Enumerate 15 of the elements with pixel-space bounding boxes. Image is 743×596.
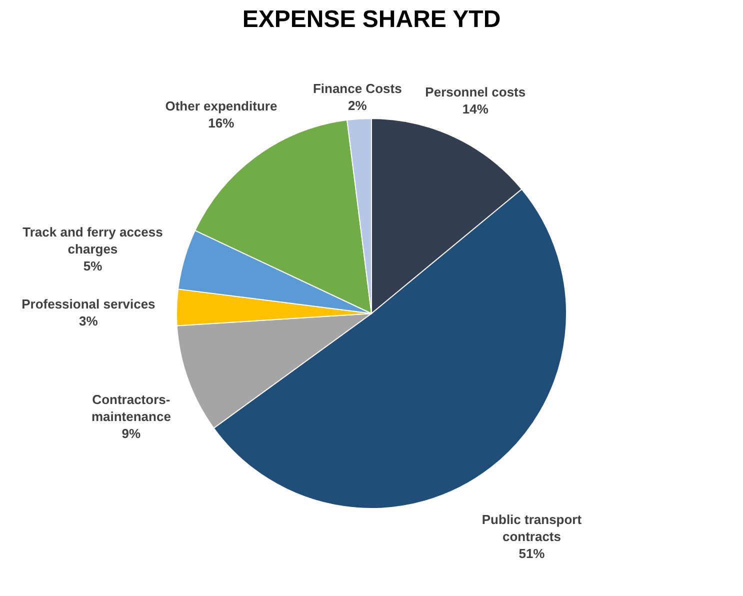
chart-title: EXPENSE SHARE YTD: [242, 6, 501, 33]
slice-label: Professional services: [22, 296, 156, 312]
slice-label: Other expenditure: [165, 98, 278, 114]
data-label: 51%: [518, 546, 546, 562]
slice-label: Finance Costs: [312, 80, 402, 96]
slice-label: Personnel costs: [425, 84, 526, 100]
data-label: 16%: [208, 116, 235, 131]
data-label: 5%: [83, 258, 103, 274]
data-label: 3%: [79, 314, 98, 329]
data-label: 9%: [122, 426, 142, 442]
data-label: 14%: [462, 102, 489, 117]
slice-label: Public transport contracts: [482, 512, 582, 544]
data-label: 2%: [348, 98, 368, 113]
slice-label: Track and ferry access charges: [22, 224, 163, 257]
slice-label: Contractors-maintenance: [91, 392, 171, 424]
